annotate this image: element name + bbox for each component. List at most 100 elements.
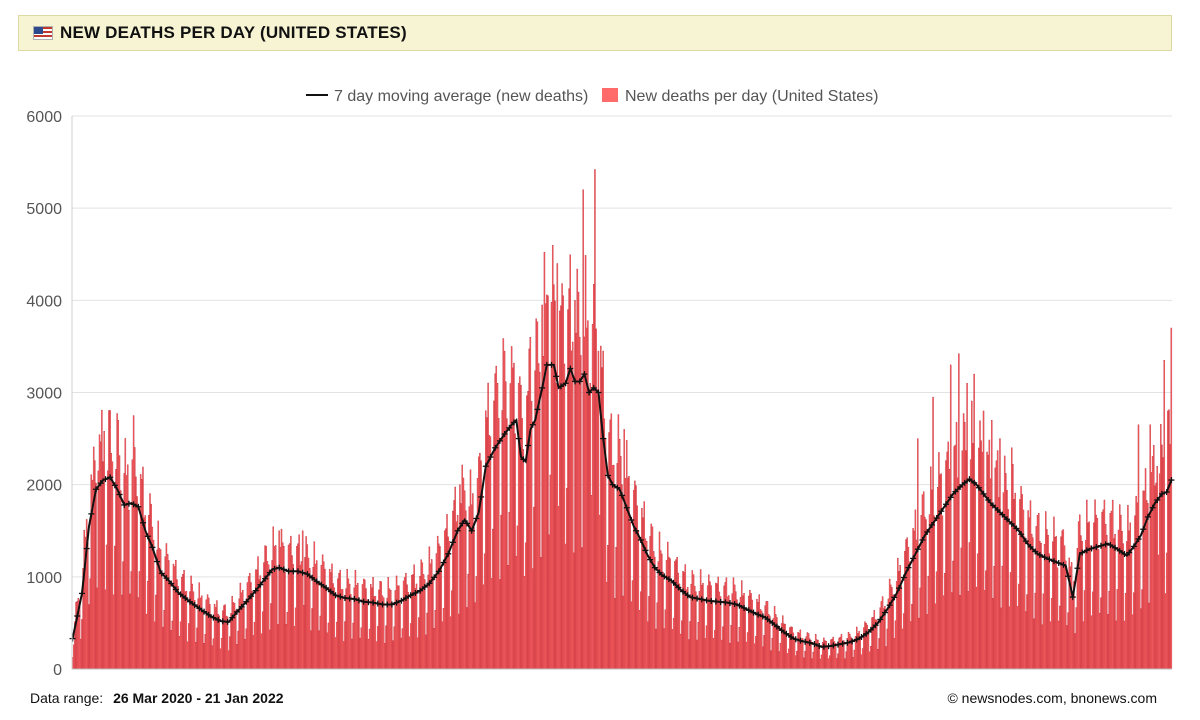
- daily-death-bar: [562, 295, 564, 670]
- daily-death-bar: [543, 251, 546, 670]
- daily-death-bar: [670, 583, 672, 670]
- daily-death-bar: [235, 610, 237, 670]
- daily-death-bar: [939, 474, 941, 670]
- daily-death-bar: [1158, 473, 1161, 670]
- daily-death-bar: [890, 584, 892, 670]
- daily-death-bar: [374, 596, 377, 670]
- daily-death-bar: [439, 546, 441, 670]
- daily-death-bar: [386, 597, 388, 670]
- daily-death-bar: [589, 383, 591, 670]
- daily-death-bar: [779, 643, 782, 670]
- daily-death-bar: [634, 480, 636, 670]
- daily-death-bar: [894, 620, 897, 670]
- daily-death-bar: [522, 449, 525, 670]
- daily-death-bar: [616, 463, 618, 670]
- daily-death-bar: [364, 579, 366, 670]
- legend-item-moving-average[interactable]: 7 day moving average (new deaths): [334, 88, 588, 105]
- daily-death-bar: [911, 603, 913, 670]
- daily-death-bar: [1138, 536, 1141, 670]
- daily-death-bar: [204, 634, 206, 670]
- daily-death-bar: [717, 576, 719, 670]
- daily-death-bar: [825, 640, 827, 670]
- daily-death-bar: [650, 523, 652, 670]
- daily-death-bar: [277, 624, 279, 670]
- daily-death-bar: [620, 456, 622, 670]
- daily-death-bar: [790, 626, 792, 670]
- daily-death-bar: [978, 447, 980, 670]
- daily-death-bar: [1062, 529, 1065, 670]
- daily-death-bar: [618, 438, 621, 670]
- daily-death-bar: [520, 384, 522, 670]
- daily-death-bar: [144, 515, 147, 670]
- daily-death-bar: [893, 638, 896, 670]
- daily-death-bar: [290, 535, 292, 670]
- daily-death-bar: [1082, 621, 1085, 670]
- daily-death-bar: [118, 455, 121, 670]
- daily-death-bar: [294, 607, 297, 670]
- daily-death-bar: [949, 364, 952, 670]
- daily-death-bar: [649, 536, 651, 670]
- daily-death-bar: [284, 572, 286, 670]
- daily-death-bar: [762, 646, 764, 670]
- daily-death-bar: [544, 303, 547, 670]
- daily-death-bar: [236, 644, 238, 670]
- daily-death-bar: [1025, 611, 1027, 670]
- daily-death-bar: [737, 641, 739, 670]
- daily-death-bar: [1099, 613, 1101, 670]
- data-range: Data range: 26 Mar 2020 - 21 Jan 2022: [30, 690, 284, 706]
- daily-death-bar: [428, 546, 431, 670]
- daily-death-bar: [92, 446, 95, 670]
- daily-death-bar: [459, 484, 461, 670]
- daily-death-bar: [319, 615, 321, 670]
- daily-death-bar: [487, 382, 489, 670]
- daily-death-bar: [267, 564, 270, 670]
- daily-death-bar: [837, 653, 839, 670]
- daily-death-bar: [335, 621, 338, 670]
- daily-death-bar: [1111, 499, 1114, 670]
- daily-death-bar: [563, 363, 566, 670]
- daily-death-bar: [269, 629, 271, 670]
- daily-death-bar: [588, 393, 590, 670]
- daily-death-bar: [461, 464, 463, 670]
- daily-death-bar: [246, 582, 249, 670]
- daily-death-bar: [528, 348, 530, 670]
- daily-death-bar: [193, 600, 196, 670]
- daily-death-bar: [807, 633, 810, 670]
- daily-death-bar: [1110, 510, 1113, 670]
- daily-death-bar: [656, 602, 658, 670]
- daily-death-bar: [508, 511, 510, 670]
- daily-death-bar: [203, 643, 205, 670]
- daily-death-bar: [300, 561, 303, 670]
- daily-death-bar: [433, 628, 435, 670]
- daily-death-bar: [829, 655, 831, 670]
- daily-death-bar: [177, 586, 179, 670]
- daily-death-bar: [195, 642, 197, 670]
- daily-death-bar: [183, 570, 185, 670]
- daily-death-bar: [696, 639, 698, 670]
- legend[interactable]: 7 day moving average (new deaths) New dea…: [306, 88, 878, 105]
- daily-death-bar: [1081, 540, 1083, 670]
- daily-death-bar: [1057, 620, 1060, 670]
- daily-death-bar: [605, 582, 608, 670]
- daily-death-bar: [505, 381, 507, 670]
- daily-death-bar: [713, 630, 716, 670]
- daily-death-bar: [104, 589, 107, 670]
- daily-death-bar: [743, 593, 745, 670]
- daily-death-bar: [260, 633, 263, 670]
- daily-death-bar: [357, 583, 359, 670]
- daily-death-bar: [87, 541, 89, 670]
- daily-death-bar: [609, 419, 611, 670]
- daily-death-bar: [252, 635, 255, 670]
- daily-death-bar: [873, 610, 876, 670]
- daily-death-bar: [401, 628, 404, 670]
- daily-death-bar: [434, 610, 436, 670]
- daily-death-bar: [365, 588, 367, 670]
- daily-death-bar: [683, 572, 685, 670]
- daily-death-bar: [465, 510, 467, 670]
- legend-item-daily-deaths[interactable]: New deaths per day (United States): [625, 88, 878, 105]
- daily-death-bar: [392, 640, 394, 670]
- daily-death-bar: [758, 594, 761, 670]
- daily-death-bar: [279, 547, 282, 670]
- daily-death-bar: [712, 638, 715, 670]
- daily-death-bar: [156, 549, 158, 670]
